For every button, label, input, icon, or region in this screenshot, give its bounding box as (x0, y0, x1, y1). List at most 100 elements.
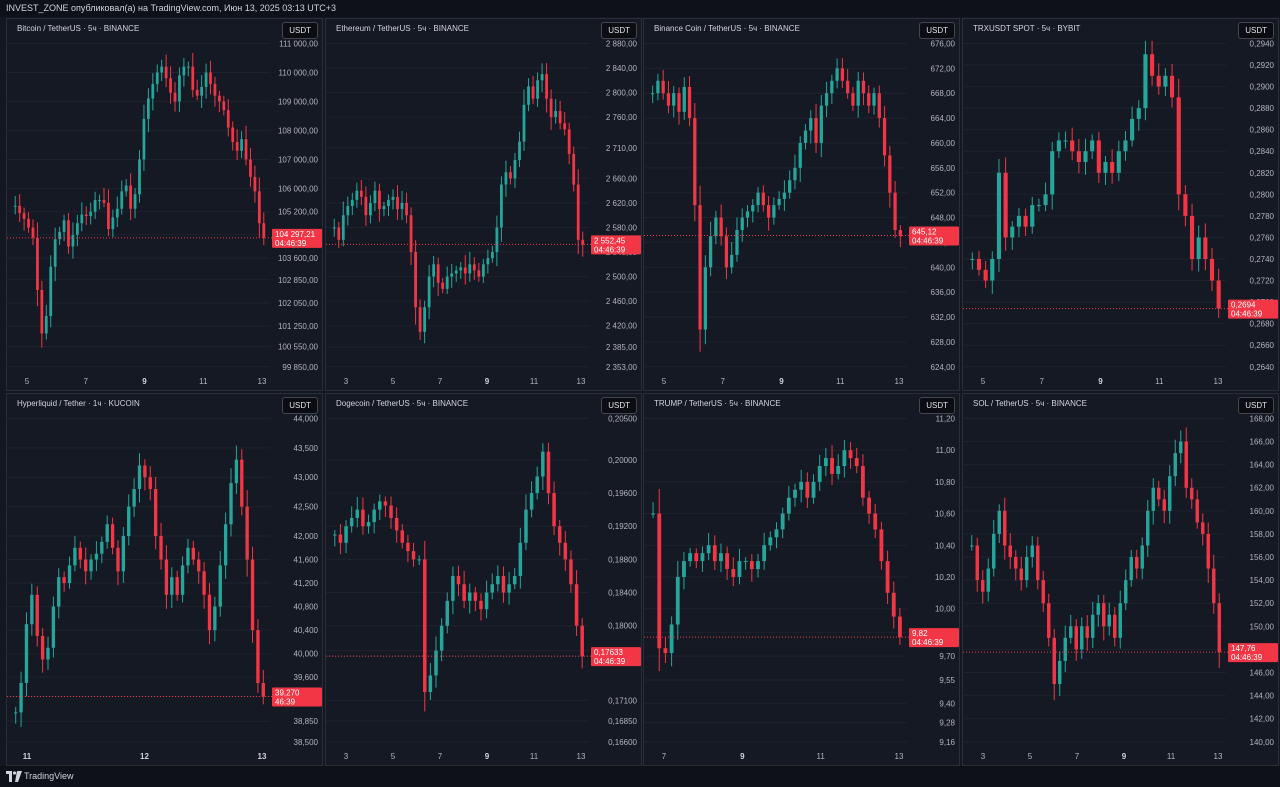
candle-body (677, 93, 681, 112)
candle-body (147, 98, 150, 119)
publication-text: INVEST_ZONE опубликовал(а) на TradingVie… (6, 3, 337, 13)
candle-body (524, 509, 528, 543)
candle-body (439, 625, 444, 651)
candle-body (1135, 557, 1139, 569)
candle-body (414, 252, 417, 308)
y-tick-label: 152,00 (1250, 599, 1275, 608)
y-tick-label: 0,2840 (1250, 147, 1275, 156)
candle-body (1003, 510, 1007, 546)
candle-body (835, 68, 839, 81)
candle-body (1080, 626, 1084, 650)
candle-body (663, 648, 668, 654)
candle-body (856, 80, 860, 106)
candle-body (164, 66, 168, 79)
candle-body (574, 584, 579, 626)
chart-panel[interactable]: 0,166000,168500,171000,176330,177000,180… (325, 393, 642, 766)
y-tick-label: 2 710,00 (606, 144, 638, 153)
candle-body (107, 202, 110, 230)
chart-panel[interactable]: 9,169,289,409,559,709,8510,0010,2010,401… (643, 393, 960, 766)
candle-body (872, 93, 876, 106)
candle-body (1140, 545, 1144, 569)
y-tick-label: 9,40 (939, 700, 955, 709)
candle-body (500, 184, 503, 228)
candle-body (990, 259, 995, 281)
y-tick-label: 672,00 (931, 64, 956, 73)
candle-body (782, 192, 787, 199)
candle-body (518, 141, 521, 161)
currency-button[interactable]: USDT (601, 397, 637, 414)
candle-body (693, 118, 697, 206)
currency-button[interactable]: USDT (282, 22, 318, 39)
candle-body (1096, 140, 1101, 173)
candle-body (731, 569, 736, 577)
candle-body (98, 200, 101, 202)
currency-button[interactable]: USDT (601, 22, 637, 39)
candle-body (694, 553, 699, 562)
chart-panel[interactable]: 0,26400,26600,26800,27000,27200,27400,27… (962, 18, 1279, 391)
currency-button[interactable]: USDT (919, 397, 955, 414)
candle-body (873, 513, 878, 530)
candle-body (400, 202, 404, 210)
x-tick-label: 9 (485, 752, 490, 761)
chart-panel[interactable]: 140,00142,00144,00146,00148,00150,00152,… (962, 393, 1279, 766)
candle-body (749, 561, 754, 570)
y-tick-label: 0,18000 (608, 622, 637, 631)
candle-body (89, 559, 93, 572)
y-tick-label: 40,400 (294, 626, 319, 635)
candle-body (981, 580, 985, 592)
candle-body (463, 267, 467, 274)
currency-button[interactable]: USDT (1238, 22, 1274, 39)
candle-body (373, 190, 377, 203)
candle-body (898, 229, 902, 237)
y-tick-label: 628,00 (931, 338, 956, 347)
y-tick-label: 0,2880 (1250, 104, 1275, 113)
y-tick-label: 100 550,00 (278, 342, 319, 351)
x-tick-label: 7 (84, 377, 89, 386)
x-tick-label: 11 (1167, 752, 1176, 761)
candle-body (1023, 215, 1028, 227)
currency-button[interactable]: USDT (282, 397, 318, 414)
candle-body (1113, 614, 1117, 638)
candle-body (143, 465, 147, 478)
y-tick-label: 652,00 (931, 189, 956, 198)
candle-body (53, 239, 57, 267)
currency-button[interactable]: USDT (1238, 397, 1274, 414)
chart-panel[interactable]: 624,00628,00632,00636,00640,00644,00648,… (643, 18, 960, 391)
candle-body (745, 211, 750, 218)
candle-body (848, 450, 853, 459)
candle-body (409, 215, 413, 253)
y-tick-label: 0,2860 (1250, 126, 1275, 135)
candle-body (418, 307, 422, 332)
candle-body (549, 98, 553, 118)
y-tick-label: 2 385,00 (606, 343, 638, 352)
candle-body (484, 592, 489, 610)
candle-body (735, 229, 739, 255)
x-tick-label: 11 (530, 377, 539, 386)
candle-body (406, 542, 410, 552)
publication-header: INVEST_ZONE опубликовал(а) на TradingVie… (0, 0, 1280, 17)
candle-body (1146, 510, 1150, 546)
candle-body (93, 200, 97, 212)
candle-body (111, 217, 115, 230)
y-tick-label: 0,2780 (1250, 212, 1275, 221)
candle-body (1041, 580, 1045, 604)
candle-body (262, 223, 266, 238)
currency-button[interactable]: USDT (919, 22, 955, 39)
footer-bar: TradingView (0, 766, 1280, 787)
candle-body (1008, 545, 1012, 558)
chart-panel[interactable]: 2 353,00 2 385,00 2 420,00 2 460,00 2 500,00… (325, 18, 642, 391)
tradingview-logo-icon[interactable] (6, 771, 22, 782)
x-tick-label: 13 (1214, 752, 1223, 761)
last-price-badge (1228, 643, 1278, 663)
y-tick-label: 144,00 (1250, 692, 1275, 701)
footer-brand[interactable]: TradingView (24, 771, 74, 781)
candle-body (1217, 603, 1221, 653)
candle-body (898, 616, 902, 638)
bar-countdown: 04:46:39 (912, 638, 944, 647)
candle-body (346, 206, 350, 216)
chart-panel[interactable]: 38,500 38,850 39,270 39,600 40,000 40,400 40,8… (6, 393, 323, 766)
candle-body (441, 282, 445, 289)
chart-panel[interactable]: 99 850,00 100 550,00 101 250,00 102 050,00 1… (6, 18, 323, 391)
y-tick-label: 676,00 (931, 39, 956, 48)
candle-body (1209, 259, 1215, 281)
